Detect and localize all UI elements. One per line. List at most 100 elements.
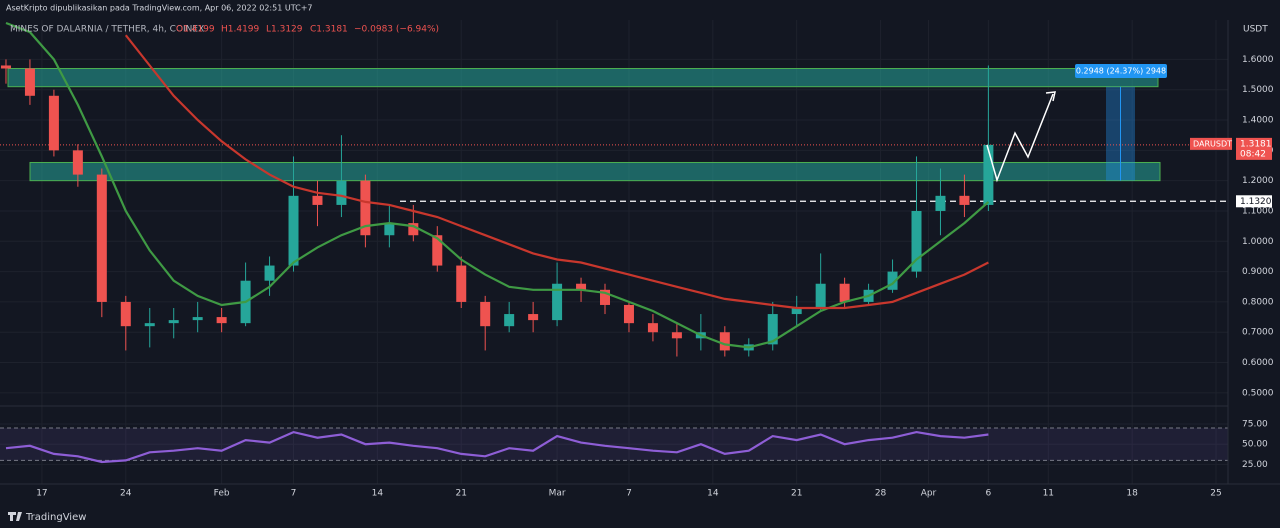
candle-body — [911, 210, 922, 272]
level-label: 1.1320 — [1240, 197, 1272, 207]
candle-body — [600, 289, 611, 305]
x-tick-label: Mar — [549, 489, 566, 499]
x-tick-label: 14 — [372, 489, 384, 499]
x-tick-label: 7 — [291, 489, 297, 499]
symbol-title: MINES OF DALARNIA / TETHER, 4h, COINEX — [10, 25, 204, 35]
unit: USDT — [1243, 25, 1268, 35]
candle-body — [480, 301, 491, 327]
candle-body — [528, 314, 539, 321]
level-tag — [1236, 195, 1272, 208]
candle-body — [0, 65, 11, 69]
rsi-band — [0, 428, 1228, 461]
y-tick-label: 0.7000 — [1242, 328, 1274, 338]
series-line — [5, 21, 990, 349]
candle-body — [791, 307, 802, 315]
candle-body — [216, 317, 227, 324]
candle-body — [815, 283, 826, 308]
candle-body — [767, 314, 778, 345]
last-price-label: 1.3181 — [1240, 139, 1272, 149]
y-tick-label: 25.00 — [1242, 460, 1268, 470]
projection-arrowhead — [1045, 91, 1056, 102]
grid — [0, 20, 1228, 484]
x-tick-label: 18 — [1126, 489, 1138, 499]
ohlc-open: O1.4199 — [176, 25, 215, 35]
publisher: AsetKripto dipublikasikan pada TradingVi… — [6, 4, 313, 13]
countdown: 08:42 — [1240, 149, 1266, 159]
price-tag — [1236, 137, 1272, 160]
candle-body — [336, 180, 347, 205]
candle-body — [456, 265, 467, 302]
candle-body — [647, 323, 658, 333]
brand: TradingView — [25, 512, 86, 523]
candle-body — [168, 320, 179, 324]
y-tick-label: 0.5000 — [1242, 388, 1274, 398]
candle-body — [312, 195, 323, 205]
change: −0.0983 (−6.94%) — [354, 25, 439, 35]
candle-body — [623, 304, 634, 324]
candle-body — [24, 68, 35, 96]
candle-body — [839, 283, 850, 302]
candle-body — [552, 283, 563, 321]
candle-body — [48, 95, 59, 151]
ohlc-high: H1.4199 — [221, 25, 260, 35]
measure-label: 0.2948 (24.37%) 2948 — [1076, 67, 1166, 76]
x-tick-label: Feb — [214, 489, 230, 499]
series-line — [124, 34, 989, 310]
y-tick-label: 1.4000 — [1242, 116, 1274, 126]
candle-body — [144, 323, 155, 327]
measure-label-bg — [1075, 64, 1167, 78]
x-tick-label: 25 — [1210, 489, 1221, 499]
ohlc-close: C1.3181 — [310, 25, 348, 35]
series-line — [5, 430, 989, 464]
y-tick-label: 0.9000 — [1242, 267, 1274, 277]
candle-body — [408, 223, 419, 236]
y-tick-label: 0.6000 — [1242, 358, 1274, 368]
x-tick-label: 28 — [875, 489, 887, 499]
candle-body — [192, 317, 203, 321]
symbol-tag: DARUSDT — [1193, 139, 1232, 148]
candle-body — [959, 195, 970, 205]
brand-logo — [8, 512, 22, 521]
zones — [0, 68, 1228, 461]
y-tick-label: 1.5000 — [1242, 85, 1274, 95]
x-tick-label: 24 — [120, 489, 132, 499]
candle-body — [360, 180, 371, 236]
candle-body — [384, 223, 395, 236]
candle-body — [576, 283, 587, 290]
candle-body — [120, 301, 131, 327]
x-tick-label: 11 — [1043, 489, 1054, 499]
x-tick-label: 21 — [791, 489, 802, 499]
x-tick-label: 14 — [707, 489, 719, 499]
candle-body — [935, 195, 946, 211]
candle-body — [719, 332, 730, 351]
y-tick-label: 50.00 — [1242, 440, 1268, 450]
y-tick-label: 1.2000 — [1242, 176, 1274, 186]
zone — [29, 161, 1161, 182]
candle-body — [72, 150, 83, 175]
x-tick-label: 6 — [986, 489, 992, 499]
marks — [0, 21, 994, 464]
y-tick-label: 1.1000 — [1242, 206, 1274, 216]
candle-body — [432, 235, 443, 266]
y-tick-label: 0.8000 — [1242, 297, 1274, 307]
x-tick-label: 21 — [456, 489, 467, 499]
symbol-tag-bg — [1190, 137, 1232, 150]
candle-body — [671, 332, 682, 339]
candle-body — [887, 271, 898, 290]
x-tick-label: 7 — [626, 489, 632, 499]
labels: 1.60001.50001.40001.30001.20001.10001.00… — [36, 55, 1274, 499]
x-tick-label: Apr — [921, 489, 937, 499]
y-tick-label: 1.6000 — [1242, 55, 1274, 65]
candle-body — [264, 265, 275, 281]
candle-body — [288, 195, 299, 266]
projection-path — [986, 93, 1054, 183]
candle-body — [983, 144, 994, 205]
candle-body — [96, 174, 107, 302]
candle-body — [504, 314, 515, 327]
y-tick-label: 1.0000 — [1242, 237, 1274, 247]
y-tick-label: 75.00 — [1242, 419, 1268, 429]
ohlc-low: L1.3129 — [266, 25, 303, 35]
x-tick-label: 17 — [36, 489, 47, 499]
